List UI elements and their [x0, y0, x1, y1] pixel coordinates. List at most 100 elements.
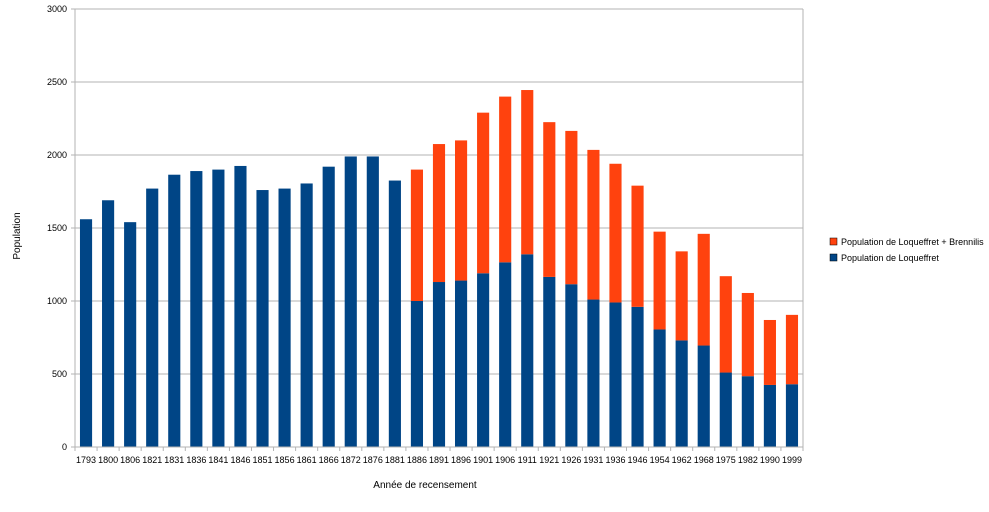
x-tick-label: 1999	[782, 455, 802, 465]
bar-loqueffret-1841	[212, 169, 225, 447]
x-tick-label: 1851	[252, 455, 272, 465]
bar-loqueffret-1876	[366, 156, 379, 447]
bar-loqueffret-1886	[410, 301, 424, 447]
bar-loqueffret-brennilis-1926	[565, 130, 578, 285]
bar-loqueffret-1856	[278, 188, 291, 447]
bar-loqueffret-brennilis-1962	[675, 251, 688, 341]
x-tick-label: 1975	[716, 455, 736, 465]
bar-loqueffret-1906	[499, 262, 512, 447]
bar-loqueffret-brennilis-1954	[653, 231, 666, 330]
bar-loqueffret-brennilis-1936	[609, 163, 622, 303]
bar-loqueffret-1954	[653, 329, 666, 447]
bars	[79, 90, 799, 448]
x-tick-label: 1906	[495, 455, 515, 465]
y-tick-label: 0	[62, 442, 67, 452]
bar-loqueffret-brennilis-1946	[631, 185, 644, 307]
bar-loqueffret-1861	[300, 183, 313, 447]
x-tick-label: 1876	[363, 455, 383, 465]
x-tick-label: 1954	[650, 455, 670, 465]
legend-swatch-loqueffret-brennilis	[829, 237, 838, 246]
bar-loqueffret-brennilis-1901	[477, 112, 490, 274]
x-tick-label: 1841	[208, 455, 228, 465]
y-tick-label: 1500	[47, 223, 67, 233]
x-tick-label: 1806	[120, 455, 140, 465]
bar-loqueffret-1926	[565, 284, 578, 447]
bar-loqueffret-1896	[454, 280, 468, 447]
y-axis-title: Population	[12, 212, 23, 259]
x-tick-label: 1886	[407, 455, 427, 465]
bar-loqueffret-brennilis-1968	[697, 233, 710, 346]
x-tick-label: 1896	[451, 455, 471, 465]
y-tick-label: 2000	[47, 150, 67, 160]
bar-loqueffret-1990	[763, 384, 776, 447]
x-axis-title: Année de recensement	[373, 480, 477, 491]
bar-loqueffret-1872	[344, 156, 357, 447]
bar-loqueffret-brennilis-1975	[719, 276, 732, 373]
x-tick-label: 1856	[275, 455, 295, 465]
x-tick-label: 1968	[694, 455, 714, 465]
bar-loqueffret-brennilis-1886	[410, 169, 424, 301]
x-tick-label: 1901	[473, 455, 493, 465]
x-tick-label: 1881	[385, 455, 405, 465]
bar-loqueffret-1946	[631, 306, 644, 447]
y-tick-label: 1000	[47, 296, 67, 306]
axes	[74, 9, 804, 451]
y-tick-label: 2500	[47, 77, 67, 87]
bar-loqueffret-brennilis-1906	[499, 96, 512, 263]
y-tick-label: 3000	[47, 4, 67, 14]
x-tick-label: 1911	[518, 455, 537, 465]
bar-loqueffret-brennilis-1931	[587, 149, 600, 300]
legend-swatch-loqueffret	[829, 253, 838, 262]
x-tick-label: 1891	[429, 455, 449, 465]
x-tick-label: 1990	[760, 455, 780, 465]
bar-loqueffret-1846	[234, 165, 247, 447]
bar-loqueffret-1881	[388, 180, 401, 448]
bar-loqueffret-1982	[741, 376, 754, 447]
bar-loqueffret-brennilis-1896	[454, 140, 468, 281]
x-tick-label: 1926	[561, 455, 581, 465]
x-tick-label: 1846	[230, 455, 250, 465]
bar-loqueffret-1968	[697, 345, 710, 447]
x-tick-label: 1793	[76, 455, 96, 465]
bar-loqueffret-1911	[521, 254, 534, 447]
y-tick-label: 500	[52, 369, 67, 379]
y-tick-labels: 0 500 1000 1500 2000 2500 3000	[47, 4, 67, 452]
x-tick-label: 1800	[98, 455, 118, 465]
x-tick-label: 1962	[672, 455, 692, 465]
bar-loqueffret-brennilis-1999	[785, 314, 799, 385]
x-tick-labels: 1793 1800 1806 1821 1831 1836 1841 1846 1851 1856…	[76, 455, 802, 465]
bar-loqueffret-brennilis-1921	[543, 122, 556, 277]
x-tick-label: 1921	[539, 455, 559, 465]
x-tick-label: 1872	[341, 455, 361, 465]
bar-loqueffret-1831	[168, 174, 181, 447]
bar-loqueffret-1821	[146, 188, 159, 447]
bar-loqueffret-1975	[719, 372, 732, 447]
x-tick-label: 1821	[142, 455, 162, 465]
bar-loqueffret-1962	[675, 340, 688, 447]
bar-loqueffret-brennilis-1990	[763, 319, 776, 385]
bar-loqueffret-1891	[432, 282, 446, 447]
x-tick-label: 1861	[297, 455, 317, 465]
bar-loqueffret-1936	[609, 302, 622, 447]
bar-loqueffret-1836	[190, 171, 203, 447]
bar-loqueffret-brennilis-1982	[741, 292, 754, 377]
bar-loqueffret-1806	[124, 222, 137, 447]
legend: Population de Loqueffret + Brennilis Pop…	[829, 237, 984, 263]
x-tick-label: 1866	[319, 455, 339, 465]
x-tick-label: 1936	[605, 455, 625, 465]
bar-loqueffret-1793	[79, 219, 93, 447]
x-tick-label: 1831	[164, 455, 184, 465]
bar-loqueffret-brennilis-1891	[432, 144, 446, 283]
legend-label-loqueffret-brennilis: Population de Loqueffret + Brennilis	[841, 237, 984, 247]
x-tick-label: 1982	[738, 455, 758, 465]
bar-loqueffret-1851	[256, 190, 269, 448]
bar-loqueffret-1921	[543, 276, 556, 447]
legend-label-loqueffret: Population de Loqueffret	[841, 253, 939, 263]
bar-loqueffret-1901	[477, 273, 490, 447]
bar-loqueffret-1800	[102, 200, 115, 447]
bar-loqueffret-brennilis-1911	[521, 90, 534, 255]
x-tick-label: 1931	[583, 455, 603, 465]
bar-loqueffret-1931	[587, 299, 600, 447]
x-tick-label: 1836	[186, 455, 206, 465]
